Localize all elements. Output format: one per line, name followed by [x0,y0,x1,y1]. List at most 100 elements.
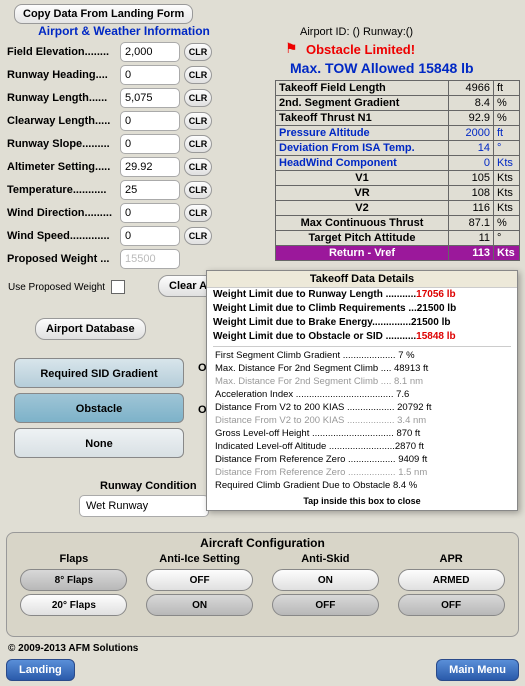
copy-data-button[interactable]: Copy Data From Landing Form [14,4,193,24]
use-proposed-row: Use Proposed Weight [8,280,125,294]
table-unit: % [494,111,520,126]
tab-sid[interactable]: Required SID Gradient [14,358,184,388]
table-label: 2nd. Segment Gradient [276,96,449,111]
field-input-slope[interactable] [120,134,180,154]
config-box: Aircraft Configuration Flaps 8° Flaps 20… [6,532,519,637]
table-label: Takeoff Field Length [276,81,449,96]
detail-sub: Distance From Reference Zero ...........… [207,453,517,466]
table-label: V2 [276,201,449,216]
detail-sub: Distance From V2 to 200 KIAS ...........… [207,414,517,427]
field-row-proposed: Proposed Weight ... [7,249,180,269]
detail-sub: Acceleration Index .....................… [207,388,517,401]
clr-button-slope[interactable]: CLR [184,135,212,153]
table-value: 116 [449,201,494,216]
detail-sub: Distance From V2 to 200 KIAS ...........… [207,401,517,414]
airport-database-button[interactable]: Airport Database [35,318,146,340]
field-label-temperature: Temperature........... [7,184,120,196]
field-input-altimeter[interactable] [120,157,180,177]
use-proposed-label: Use Proposed Weight [8,282,105,293]
config-btn[interactable]: OFF [272,594,379,616]
field-input-clearway[interactable] [120,111,180,131]
config-btn[interactable]: ON [272,569,379,591]
config-header: APR [388,553,514,565]
table-label: HeadWind Component [276,156,449,171]
field-row-temperature: Temperature........... CLR [7,180,212,200]
table-value: 14 [449,141,494,156]
clr-button-wind_dir[interactable]: CLR [184,204,212,222]
table-label: Takeoff Thrust N1 [276,111,449,126]
return-value: 113 [449,246,494,261]
table-unit: Kts [494,186,520,201]
config-col: Anti-Ice Setting OFF ON [137,553,263,619]
clr-button-altimeter[interactable]: CLR [184,158,212,176]
field-input-proposed[interactable] [120,249,180,269]
field-row-heading: Runway Heading.... CLR [7,65,212,85]
config-btn[interactable]: 20° Flaps [20,594,127,616]
table-unit: ° [494,231,520,246]
table-label: Target Pitch Attitude [276,231,449,246]
clr-button-temperature[interactable]: CLR [184,181,212,199]
config-btn[interactable]: OFF [146,569,253,591]
details-box[interactable]: Takeoff Data Details Weight Limit due to… [206,270,518,511]
table-value: 87.1 [449,216,494,231]
field-row-altimeter: Altimeter Setting..... CLR [7,157,212,177]
detail-limit: Weight Limit due to Obstacle or SID ....… [207,330,517,344]
config-btn[interactable]: ON [146,594,253,616]
field-label-clearway: Clearway Length..... [7,115,120,127]
main-menu-button[interactable]: Main Menu [436,659,519,681]
field-row-clearway: Clearway Length..... CLR [7,111,212,131]
field-label-length: Runway Length...... [7,92,120,104]
flag-icon: ⚑ [285,40,298,57]
field-input-wind_dir[interactable] [120,203,180,223]
tap-close-text: Tap inside this box to close [207,492,517,506]
clr-button-clearway[interactable]: CLR [184,112,212,130]
detail-sub: Indicated Level-off Altitude ...........… [207,440,517,453]
table-value: 0 [449,156,494,171]
field-input-wind_speed[interactable] [120,226,180,246]
config-btn[interactable]: OFF [398,594,505,616]
config-col: APR ARMED OFF [388,553,514,619]
field-input-heading[interactable] [120,65,180,85]
table-unit: ft [494,126,520,141]
detail-sub: Max. Distance For 2nd Segment Climb ....… [207,362,517,375]
awi-title: Airport & Weather Information [14,24,234,38]
table-value: 2000 [449,126,494,141]
config-header: Anti-Skid [263,553,389,565]
clr-button-elevation[interactable]: CLR [184,43,212,61]
table-value: 105 [449,171,494,186]
table-label: Max Continuous Thrust [276,216,449,231]
landing-button[interactable]: Landing [6,659,75,681]
return-label: Return - Vref [276,246,449,261]
use-proposed-checkbox[interactable] [111,280,125,294]
max-tow-text: Max. TOW Allowed 15848 lb [290,60,474,76]
table-label: Pressure Altitude [276,126,449,141]
runway-condition-input[interactable] [79,495,209,517]
field-input-temperature[interactable] [120,180,180,200]
detail-limit: Weight Limit due to Brake Energy........… [207,316,517,330]
clr-button-length[interactable]: CLR [184,89,212,107]
detail-sub: Distance From Reference Zero ...........… [207,466,517,479]
table-label: V1 [276,171,449,186]
table-value: 4966 [449,81,494,96]
clr-button-heading[interactable]: CLR [184,66,212,84]
field-row-wind_dir: Wind Direction......... CLR [7,203,212,223]
field-input-elevation[interactable] [120,42,180,62]
detail-sub: Max. Distance For 2nd Segment Climb ....… [207,375,517,388]
config-col: Flaps 8° Flaps 20° Flaps [11,553,137,619]
table-unit: % [494,96,520,111]
table-unit: ° [494,141,520,156]
detail-limit: Weight Limit due to Climb Requirements .… [207,302,517,316]
table-value: 11 [449,231,494,246]
config-btn[interactable]: ARMED [398,569,505,591]
copyright-text: © 2009-2013 AFM Solutions [8,643,138,654]
tab-obstacle[interactable]: Obstacle [14,393,184,423]
clr-button-wind_speed[interactable]: CLR [184,227,212,245]
field-label-slope: Runway Slope......... [7,138,120,150]
config-btn[interactable]: 8° Flaps [20,569,127,591]
table-unit: Kts [494,156,520,171]
tab-none[interactable]: None [14,428,184,458]
field-input-length[interactable] [120,88,180,108]
field-label-elevation: Field Elevation........ [7,46,120,58]
field-label-heading: Runway Heading.... [7,69,120,81]
table-unit: Kts [494,171,520,186]
